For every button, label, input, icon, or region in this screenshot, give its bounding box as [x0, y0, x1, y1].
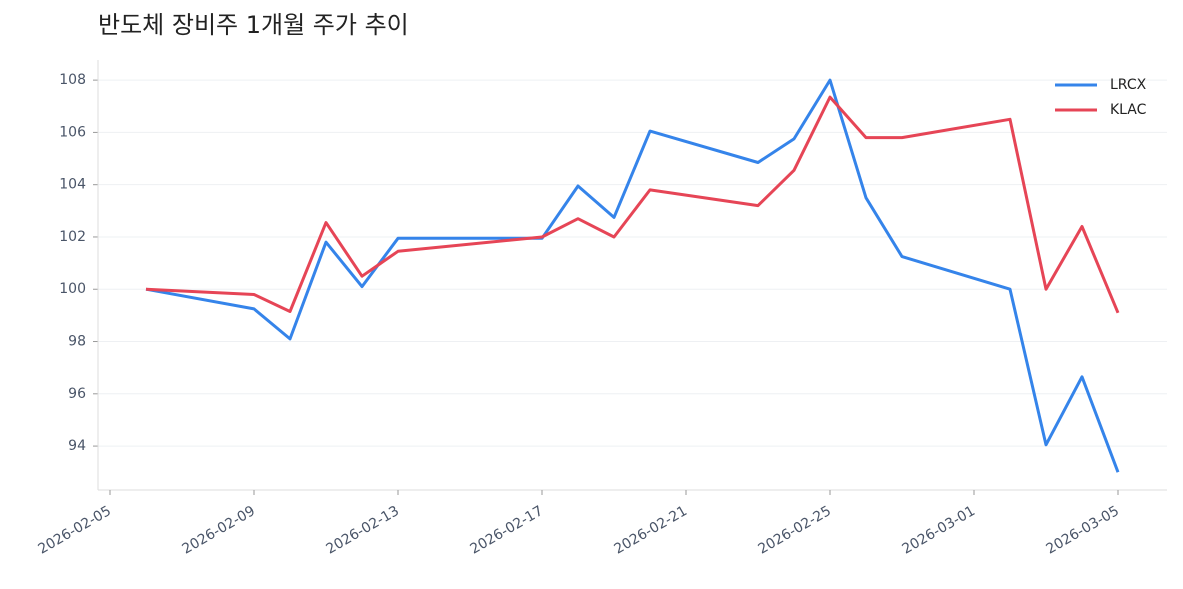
line-series: [145, 78, 1120, 473]
y-tick-label: 96: [68, 386, 86, 402]
x-tick-label: 2026-02-13: [324, 503, 402, 558]
legend-label: KLAC: [1110, 102, 1147, 118]
y-tick-label: 98: [68, 334, 86, 350]
legend-label: LRCX: [1110, 77, 1147, 93]
y-tick-label: 108: [59, 72, 86, 88]
chart-title: 반도체 장비주 1개월 주가 추이: [98, 11, 409, 39]
x-tick-label: 2026-03-05: [1044, 503, 1122, 558]
y-tick-label: 100: [59, 281, 86, 297]
x-tick-label: 2026-02-25: [756, 503, 834, 558]
x-tick-label: 2026-02-09: [180, 503, 258, 558]
line-series: [145, 95, 1120, 314]
y-tick-label: 94: [68, 438, 86, 454]
x-tick-label: 2026-02-05: [36, 503, 114, 558]
y-tick-label: 102: [59, 229, 86, 245]
x-tick-label: 2026-02-21: [612, 503, 690, 558]
x-tick-label: 2026-03-01: [900, 503, 978, 558]
x-tick-label: 2026-02-17: [468, 503, 546, 558]
y-tick-label: 104: [59, 177, 86, 193]
y-tick-label: 106: [59, 124, 86, 140]
